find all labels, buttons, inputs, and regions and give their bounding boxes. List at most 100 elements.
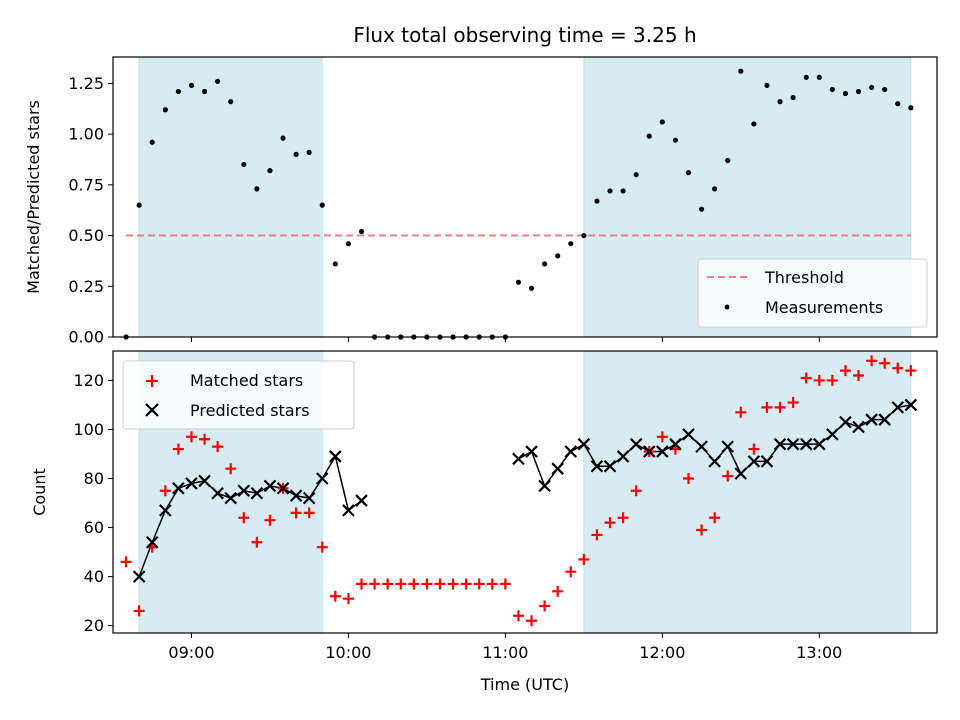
predicted-star-marker [826,428,839,441]
matched-star-marker [447,578,459,590]
matched-star-marker [722,470,734,482]
matched-star-marker [526,615,538,627]
matched-star-marker [290,507,302,519]
predicted-star-marker [813,437,826,451]
top-x-ticks [190,337,820,342]
predicted-star-marker [682,428,695,441]
predicted-star-marker [538,479,551,493]
predicted-star-marker [616,450,630,463]
predicted-star-marker [721,440,735,453]
legend-predicted-swatch [145,403,159,417]
matched-star-marker [696,524,708,536]
predicted-star-marker [708,455,721,468]
bottom-axes-frame [112,350,938,634]
matched-star-marker [539,600,551,612]
measurement-point [594,198,600,204]
predicted-star-marker [695,440,708,453]
measurement-point [515,279,522,285]
measurement-point [175,88,181,95]
predicted-star-marker [302,491,316,505]
matched-star-marker [159,485,171,497]
bottom-y-ticks: 20 40 60 80 100 120 [73,371,113,635]
matched-star-marker [826,374,838,386]
measurement-point [646,133,652,139]
predicted-star-marker [747,455,761,468]
predicted-star-marker [355,494,368,507]
measurement-point [319,202,325,208]
top-y-ticks: 0.00 0.25 0.50 0.75 1.00 1.25 [68,74,113,347]
predicted-star-marker [172,482,185,495]
predicted-star-marker [734,467,748,480]
matched-star-marker [617,512,629,524]
matched-star-marker [356,578,368,590]
measurement-point [528,285,535,291]
measurement-point [162,107,168,113]
predicted-star-marker [512,452,525,466]
matched-star-marker [853,370,865,382]
measurement-point [201,88,208,95]
y-tick-label: 0.25 [68,277,104,296]
matched-star-marker [238,512,250,524]
predicted-star-marker [564,445,578,458]
legend-threshold-label: Threshold [764,268,844,287]
measurement-point [882,86,888,93]
predicted-star-marker [263,479,277,493]
measurement-point [280,135,286,141]
measurement-point [228,99,234,105]
bottom-panel: 20 40 60 80 100 120 09:00 10:00 11:00 12:00 13:00… [30,350,938,694]
matched-star-marker [172,443,184,455]
measurement-point [215,78,221,84]
measurement-point [908,105,914,111]
matched-star-marker [486,578,498,590]
predicted-star-marker [629,437,643,451]
measurement-point [358,228,365,235]
predicted-star-marker [669,437,682,451]
x-tick-label: 12:00 [639,643,685,662]
y-tick-label: 0.75 [68,175,104,194]
matched-star-marker [813,374,825,386]
predicted-star-marker [250,486,264,500]
matched-star-marker [578,553,590,565]
measurement-point [777,99,783,105]
predicted-star-marker [237,484,251,498]
measurement-point [542,261,548,267]
predicted-star-marker [773,437,787,451]
predicted-star-marker [852,420,865,434]
predicted-star-marker [211,486,224,500]
shaded-interval [138,56,323,338]
matched-star-marker [879,357,891,369]
measurement-point [254,186,260,192]
predicted-stars-markers [132,398,918,583]
measurement-point [149,139,155,145]
measurement-point [345,241,352,247]
predicted-star-marker [185,477,198,490]
measurement-point [895,101,901,107]
bottom-y-axis-label: Count [30,468,49,516]
matched-star-marker [434,578,446,590]
matched-star-marker [421,578,433,590]
predicted-star-marker [839,415,852,429]
matched-star-marker [473,578,485,590]
predicted-star-marker [891,401,905,414]
measurement-point [790,94,796,101]
predicted-star-marker [878,413,891,426]
matched-star-marker [552,585,564,597]
y-tick-label: 120 [73,371,104,390]
predicted-star-marker [224,491,237,505]
predicted-star-marker [159,504,172,517]
measurement-point [136,202,142,208]
measurement-point [581,232,587,239]
predicted-star-marker [198,474,211,488]
predicted-star-marker [642,445,656,458]
matched-star-marker [630,485,642,497]
measurement-point [620,188,626,194]
legend-matched-swatch [146,375,158,387]
matched-star-marker [120,556,132,568]
measurement-point [698,206,705,212]
matched-star-marker [774,401,786,413]
y-tick-label: 0.50 [68,226,104,245]
matched-stars-markers [120,355,917,627]
measurement-point [659,119,665,125]
matched-star-marker [839,365,851,377]
